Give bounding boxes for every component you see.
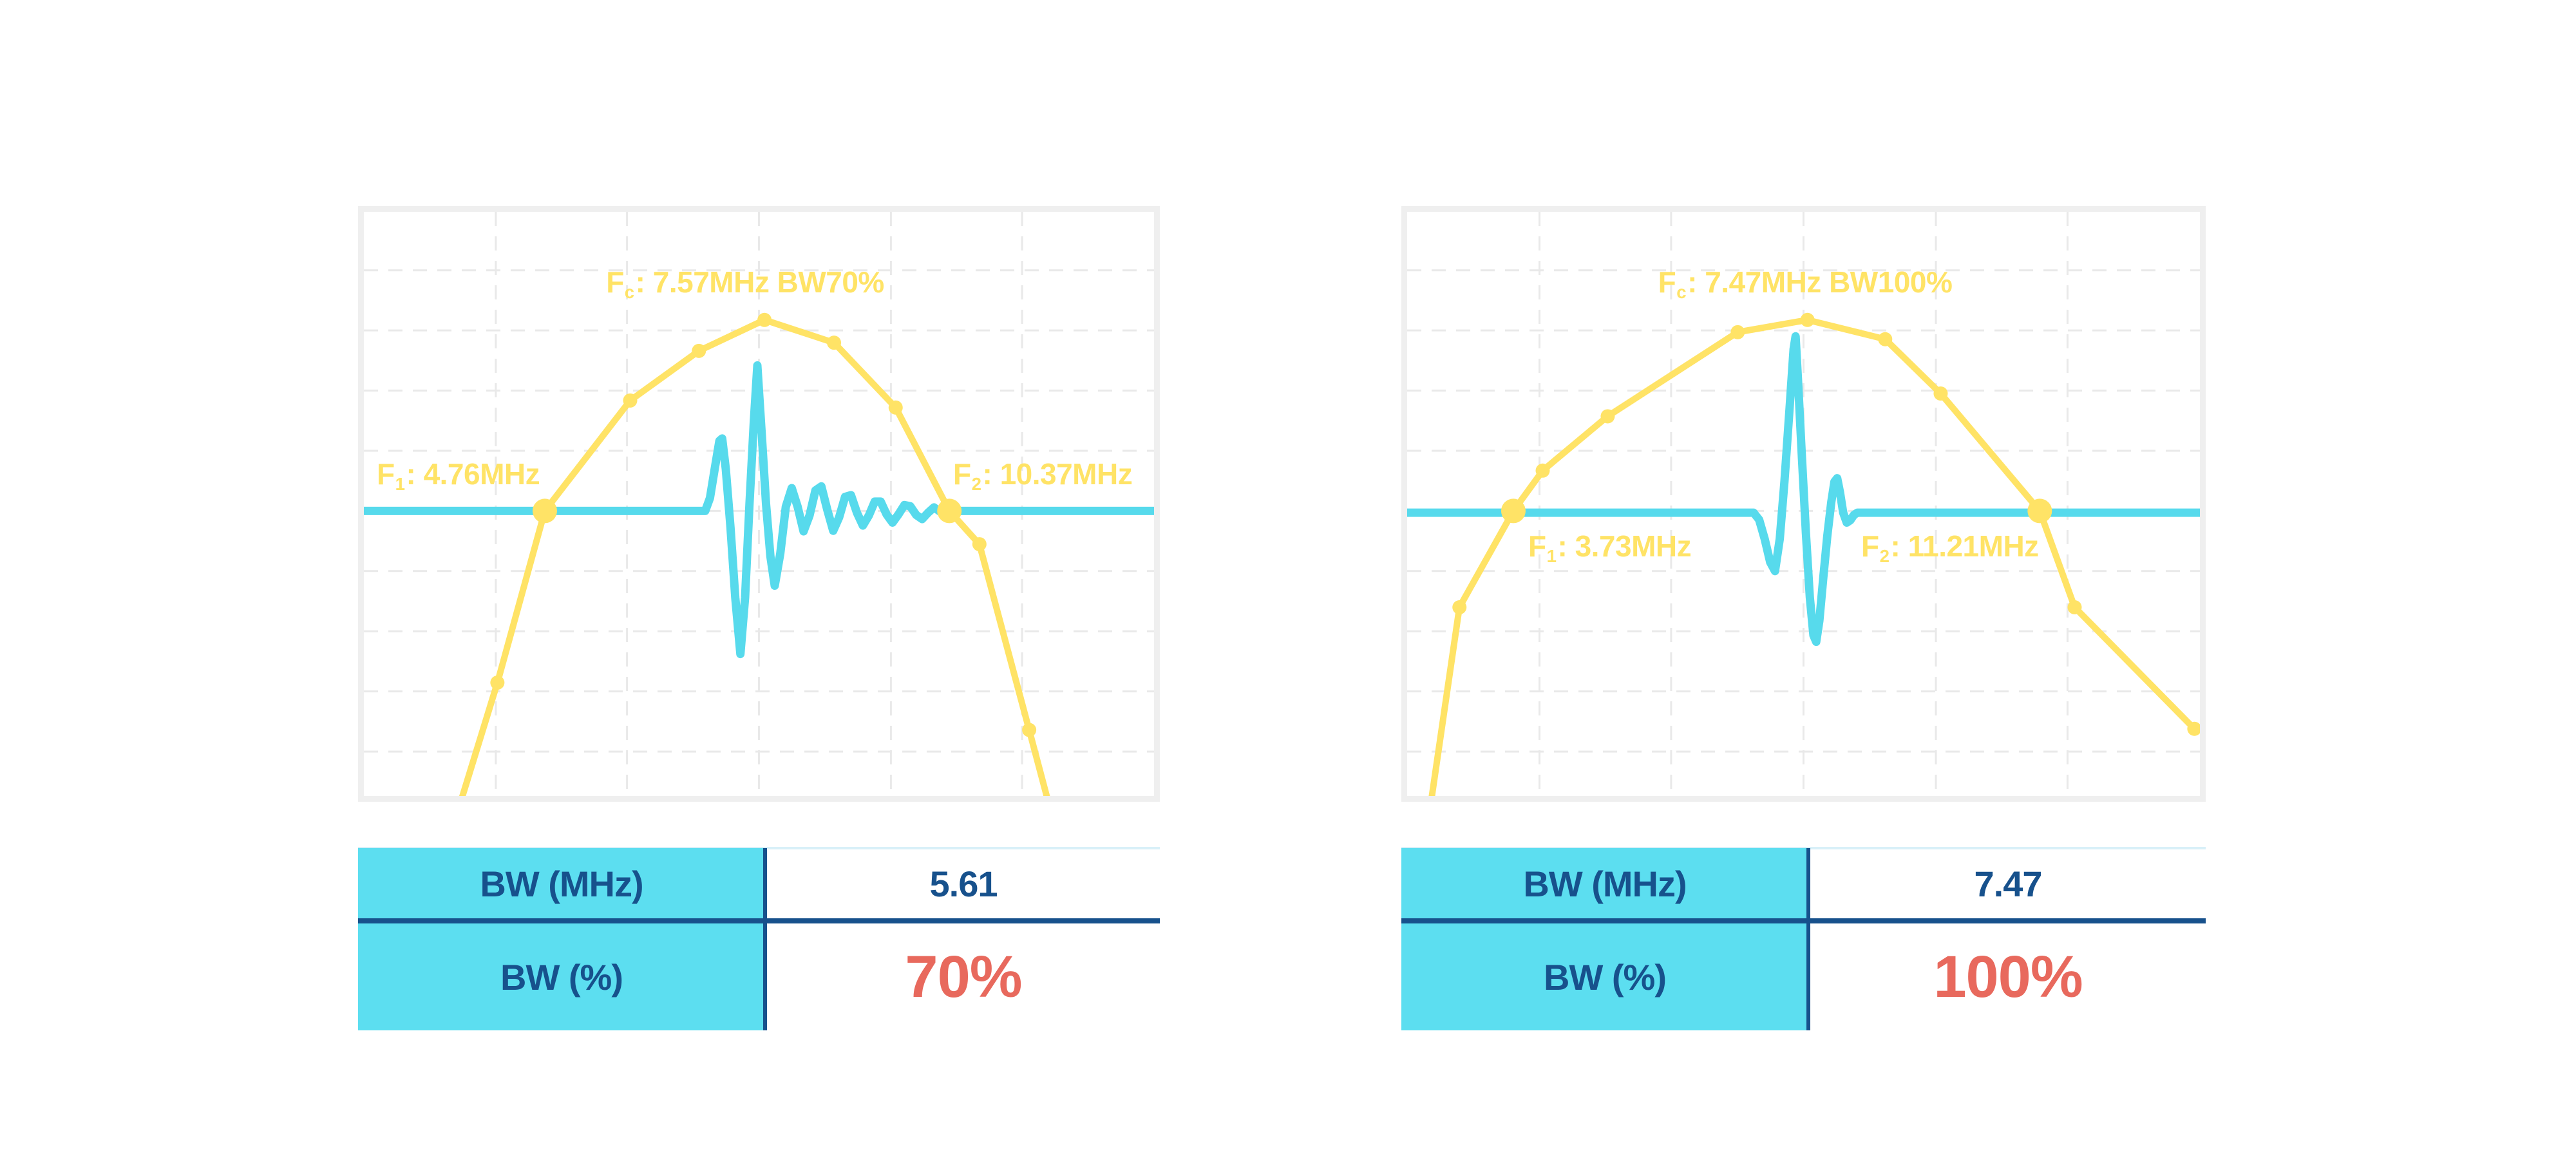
bandwidth-edge-marker xyxy=(2027,498,2052,524)
table-row-divider xyxy=(1401,918,2206,923)
center-frequency-annotation: Fc: 7.47MHz BW100% xyxy=(1658,265,1953,303)
f1-symbol: F xyxy=(1528,529,1546,563)
fc-subscript: c xyxy=(624,282,634,303)
data-point-marker xyxy=(692,343,706,358)
bw-pct-label-cell: BW (%) xyxy=(1544,956,1667,998)
bw-pct-label-cell: BW (%) xyxy=(500,956,623,998)
data-point-marker xyxy=(490,676,505,690)
data-point-marker xyxy=(888,400,903,415)
chart-canvas xyxy=(1407,212,2200,796)
fc-subscript: c xyxy=(1676,282,1687,303)
f2-annotation: F2: 10.37MHz xyxy=(953,457,1133,495)
fc-symbol: F xyxy=(606,265,624,299)
f1-subscript: 1 xyxy=(1546,546,1557,567)
data-point-marker xyxy=(757,312,772,327)
data-point-marker xyxy=(1535,463,1550,478)
table-row-divider xyxy=(358,918,1160,923)
fc-symbol: F xyxy=(1658,265,1676,299)
table-label-column xyxy=(1401,848,1808,1030)
chart-plot-area: Fc: 7.47MHz BW100% F1: 3.73MHz F2: 11.21… xyxy=(1401,206,2206,802)
spectrum-curve xyxy=(459,316,1050,796)
data-point-marker xyxy=(623,393,638,408)
pulse-waveform xyxy=(364,361,1154,659)
data-point-marker xyxy=(827,336,842,350)
data-point-marker xyxy=(1452,600,1467,615)
f1-subscript: 1 xyxy=(395,474,405,495)
data-point-marker xyxy=(2187,721,2200,736)
f2-annotation: F2: 11.21MHz xyxy=(1861,529,2039,567)
f2-value-text: : 10.37MHz xyxy=(982,457,1133,491)
f2-subscript: 2 xyxy=(971,474,981,495)
bw-mhz-value-cell: 5.61 xyxy=(929,864,998,904)
bandwidth-edge-marker xyxy=(1501,498,1526,524)
pulse-spectrum-panel-right: Fc: 7.47MHz BW100% F1: 3.73MHz F2: 11.21… xyxy=(1401,206,2206,1030)
data-point-marker xyxy=(1600,409,1615,424)
fc-value-text: : 7.57MHz BW70% xyxy=(635,265,885,299)
bandwidth-table: BW (MHz) 7.47 BW (%) 100% xyxy=(1401,847,2206,1030)
f1-annotation: F1: 3.73MHz xyxy=(1528,529,1692,567)
data-point-marker xyxy=(1933,386,1948,401)
table-column-divider xyxy=(1806,848,1810,1030)
f1-annotation: F1: 4.76MHz xyxy=(377,457,540,495)
center-frequency-annotation: Fc: 7.57MHz BW70% xyxy=(606,265,885,303)
pulse-waveform xyxy=(1407,332,2200,647)
f1-symbol: F xyxy=(377,457,395,491)
spectrum-curve xyxy=(1428,316,2198,796)
f2-symbol: F xyxy=(953,457,971,491)
chart-canvas xyxy=(364,212,1154,796)
table-label-column xyxy=(358,848,765,1030)
chart-plot-area: Fc: 7.57MHz BW70% F1: 4.76MHz F2: 10.37M… xyxy=(358,206,1160,802)
bw-pct-value-cell: 70% xyxy=(905,943,1022,1010)
data-point-marker xyxy=(1730,325,1745,339)
bandwidth-table: BW (MHz) 5.61 BW (%) 70% xyxy=(358,847,1160,1030)
f2-value-text: : 11.21MHz xyxy=(1890,529,2039,563)
bw-mhz-value-cell: 7.47 xyxy=(1974,864,2043,904)
data-point-marker xyxy=(1878,332,1893,346)
data-point-marker xyxy=(972,537,987,552)
bw-pct-value-cell: 100% xyxy=(1933,943,2083,1010)
f2-symbol: F xyxy=(1861,529,1879,563)
f2-subscript: 2 xyxy=(1879,546,1889,567)
pulse-spectrum-panel-left: Fc: 7.57MHz BW70% F1: 4.76MHz F2: 10.37M… xyxy=(358,206,1160,1030)
bandwidth-edge-marker xyxy=(532,498,557,524)
data-point-marker xyxy=(1800,312,1815,327)
bw-mhz-label-cell: BW (MHz) xyxy=(1523,864,1687,904)
bw-mhz-label-cell: BW (MHz) xyxy=(480,864,643,904)
f1-value-text: : 4.76MHz xyxy=(406,457,540,491)
data-point-marker xyxy=(2067,600,2082,615)
f1-value-text: : 3.73MHz xyxy=(1557,529,1692,563)
table-column-divider xyxy=(763,848,767,1030)
fc-value-text: : 7.47MHz BW100% xyxy=(1687,265,1953,299)
data-point-marker xyxy=(1022,723,1037,737)
bandwidth-edge-marker xyxy=(937,498,962,524)
